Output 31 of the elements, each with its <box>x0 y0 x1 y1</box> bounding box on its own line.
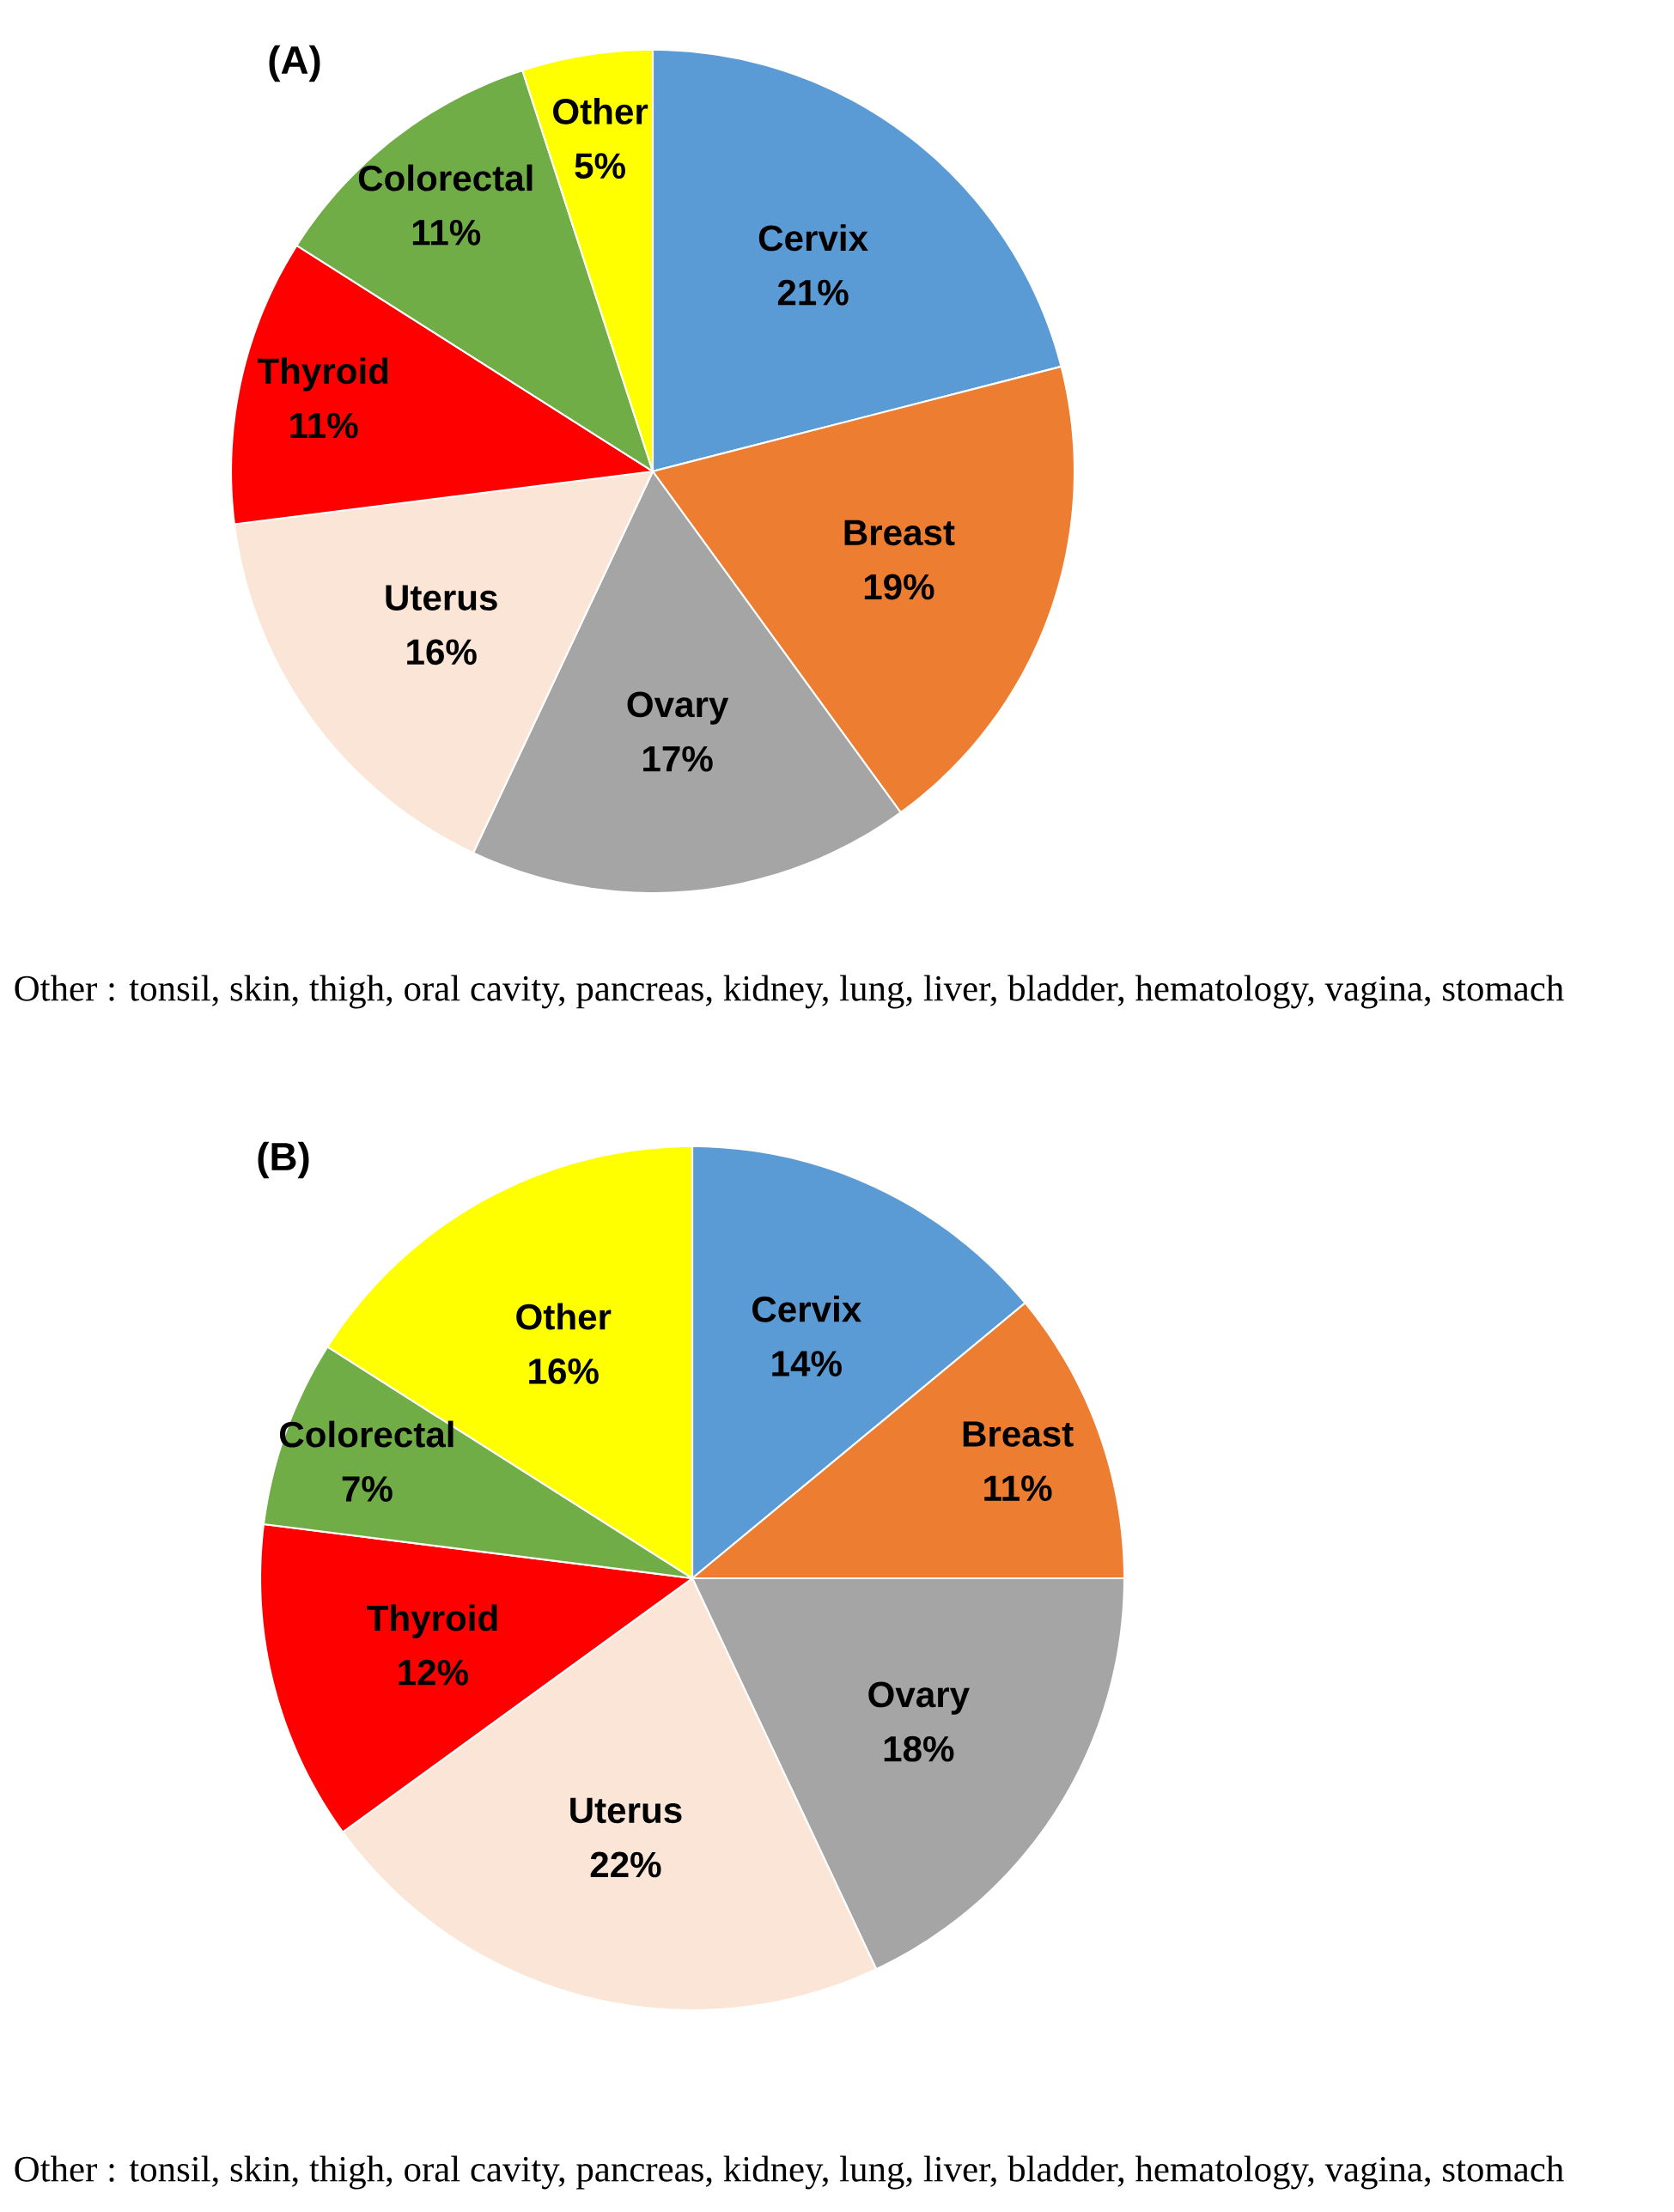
chart-title: (A) <box>269 45 320 82</box>
data-label: 18% <box>884 1735 954 1762</box>
data-label: 7% <box>342 1476 393 1502</box>
data-label: 11% <box>984 1475 1052 1501</box>
data-label: 19% <box>864 574 934 600</box>
slice-label: Colorectal <box>358 164 533 191</box>
text: Other : tonsil, skin, thigh, oral cavity, pancreas, kidney, lung, liver, bladder, hematology, vagina, stomach <box>15 975 1564 1009</box>
data-label: 17% <box>643 745 713 772</box>
slice-label: Uterus <box>570 1797 682 1824</box>
slice-label: Cervix <box>752 1295 861 1322</box>
slice-label: Other <box>516 1303 612 1330</box>
slice-label: Ovary <box>868 1681 970 1715</box>
chart-title: (B) <box>258 1141 309 1179</box>
data-label: 11% <box>412 220 481 246</box>
slice-label: Uterus <box>386 585 497 611</box>
data-label: 14% <box>772 1351 842 1376</box>
slice-label: Breast <box>963 1421 1074 1447</box>
slice-label: Breast <box>844 520 955 546</box>
data-label: 11% <box>290 412 358 439</box>
slice-label: Ovary <box>627 691 729 725</box>
data-label: 16% <box>529 1358 599 1384</box>
data-label: 12% <box>399 1659 469 1686</box>
data-label: 21% <box>777 279 849 306</box>
slice-label: Other <box>553 97 648 125</box>
slice-label: Thyroid <box>367 1604 497 1638</box>
data-label: 16% <box>407 639 477 665</box>
data-label: 5% <box>575 153 625 179</box>
slice-label: Cervix <box>758 224 868 252</box>
data-label: 22% <box>590 1851 661 1878</box>
slice-label: Thyroid <box>257 357 388 392</box>
text: Other : tonsil, skin, thigh, oral cavity, pancreas, kidney, lung, liver, bladder, hematology, vagina, stomach <box>15 2155 1564 2190</box>
